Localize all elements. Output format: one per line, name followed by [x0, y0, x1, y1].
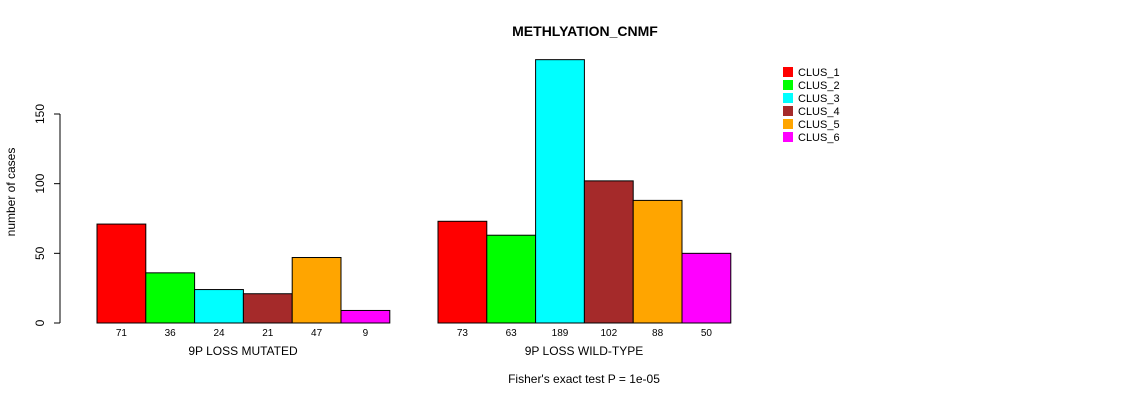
bar-wild-type-clus-4: [583, 180, 634, 324]
bar-count-label: 9: [363, 328, 369, 339]
legend-swatch: [783, 106, 793, 116]
y-axis: 0 50 100 150: [33, 104, 61, 326]
legend-label: CLUS_5: [798, 119, 840, 131]
fisher-test-footnote: Fisher's exact test P = 1e-05: [508, 372, 660, 386]
legend-swatch: [783, 119, 793, 129]
legend-label: CLUS_6: [798, 132, 840, 144]
legend-swatch: [783, 67, 793, 77]
legend-label: CLUS_3: [798, 93, 840, 105]
bar-count-label: 102: [600, 328, 617, 339]
y-tick-label: 50: [33, 246, 47, 260]
bar-mutated-clus-3: [194, 289, 244, 324]
legend-label: CLUS_1: [798, 67, 840, 79]
bar-wild-type-clus-5: [632, 199, 683, 324]
bar-mutated-clus-4: [242, 293, 293, 324]
bar-count-label: 21: [262, 328, 274, 339]
legend-swatch: [783, 93, 793, 103]
y-tick-label: 100: [33, 173, 47, 193]
chart-title: METHLYATION_CNMF: [512, 23, 658, 39]
bar-wild-type-clus-3: [535, 59, 585, 324]
y-tick-label: 150: [33, 104, 47, 124]
bar-count-label: 36: [165, 328, 177, 339]
legend-swatch: [783, 80, 793, 90]
bar-mutated-clus-5: [291, 257, 342, 324]
bar-count-label: 47: [311, 328, 323, 339]
bar-mutated-clus-6: [340, 309, 391, 324]
bar-count-label: 73: [457, 328, 469, 339]
bar-mutated-clus-2: [145, 272, 196, 324]
group-labels: 9P LOSS MUTATED 9P LOSS WILD-TYPE: [188, 344, 643, 358]
bar-wild-type-clus-2: [486, 234, 537, 324]
bar-count-label: 63: [506, 328, 518, 339]
y-tick-label: 0: [33, 319, 47, 326]
y-axis-label: number of cases: [4, 148, 18, 237]
bar-count-label: 88: [652, 328, 664, 339]
bar-count-label: 189: [552, 328, 569, 339]
group-label-mutated: 9P LOSS MUTATED: [188, 344, 298, 358]
legend-label: CLUS_4: [798, 106, 840, 118]
bar-wild-type-clus-6: [681, 252, 732, 324]
bar-count-label: 50: [701, 328, 713, 339]
legend-label: CLUS_2: [798, 80, 840, 92]
bars-layer: 71 36 24 21 47 9 73 63 189 102 88 50: [96, 59, 732, 339]
legend-swatch: [783, 132, 793, 142]
bar-mutated-clus-1: [96, 223, 147, 324]
bar-count-label: 24: [213, 328, 225, 339]
group-label-wild-type: 9P LOSS WILD-TYPE: [525, 344, 643, 358]
bar-wild-type-clus-1: [437, 220, 488, 324]
bar-count-label: 71: [116, 328, 128, 339]
